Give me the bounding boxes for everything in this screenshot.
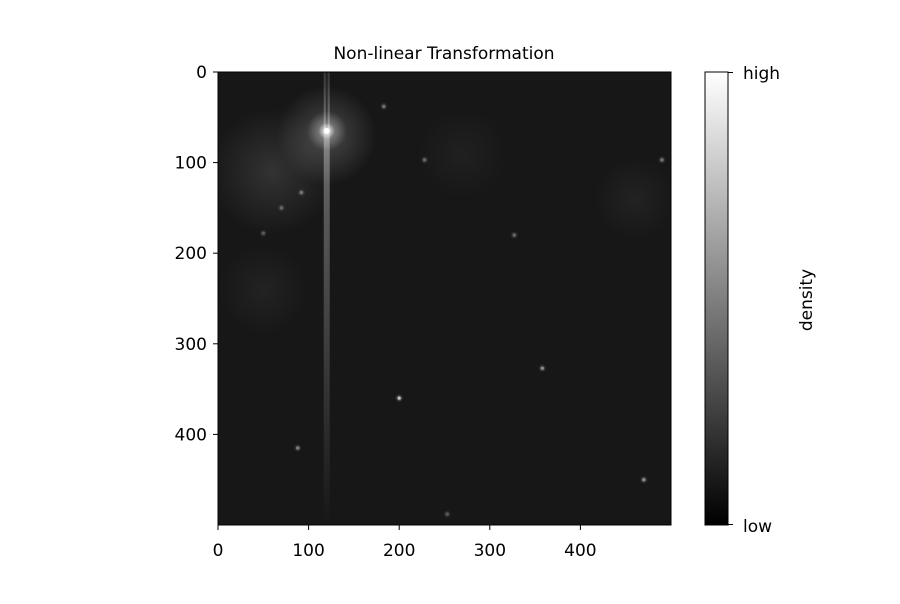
point-source: [445, 512, 449, 516]
diffuse-glow: [218, 244, 309, 335]
x-axis: 0 100 200 300 400: [213, 525, 597, 561]
y-tick-label: 200: [175, 244, 207, 264]
star-core: [323, 127, 330, 134]
diffuse-glow: [417, 108, 508, 199]
y-tick-label: 0: [196, 63, 207, 83]
y-tick-label: 100: [175, 154, 207, 174]
y-tick-label: 400: [175, 425, 207, 445]
point-source: [512, 233, 516, 237]
point-source: [382, 104, 386, 109]
colorbar-tick-label-high: high: [743, 64, 780, 84]
y-tick-label: 300: [175, 335, 207, 355]
point-source: [642, 478, 646, 482]
colorbar-tick-label-low: low: [743, 517, 772, 537]
colorbar: high low density: [704, 64, 817, 537]
chart-title: Non-linear Transformation: [333, 44, 554, 64]
point-source: [660, 158, 664, 162]
point-source: [540, 366, 544, 370]
point-source: [422, 158, 427, 162]
y-axis: 0 100 200 300 400: [175, 63, 218, 445]
star-bleed-trail: [325, 72, 328, 131]
diffuse-glow: [594, 158, 671, 240]
point-source: [279, 206, 284, 210]
point-source: [397, 396, 401, 400]
colorbar-gradient: [704, 71, 729, 526]
x-tick-label: 0: [213, 541, 224, 561]
plot-frame: [217, 71, 672, 526]
point-source: [261, 231, 265, 235]
plot-area: [217, 71, 672, 526]
x-tick-label: 100: [292, 541, 324, 561]
diffuse-glow: [218, 108, 336, 236]
point-source: [299, 190, 303, 195]
star-spike: [323, 72, 330, 525]
colorbar-label: density: [797, 269, 817, 331]
x-tick-label: 200: [383, 541, 415, 561]
point-source: [296, 446, 300, 450]
x-tick-label: 400: [564, 541, 596, 561]
x-tick-label: 300: [474, 541, 506, 561]
